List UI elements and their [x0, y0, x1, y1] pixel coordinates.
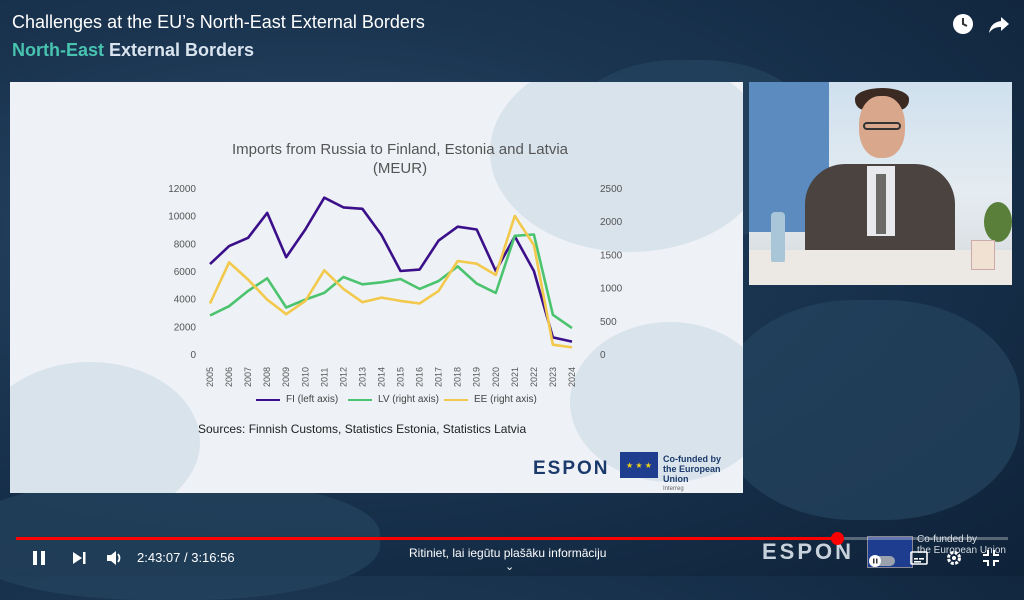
y-left-tick-label: 8000 — [174, 239, 197, 250]
subtitle: North-East External Borders — [12, 40, 254, 61]
next-video-icon[interactable] — [70, 549, 88, 567]
y-right-tick-label: 2000 — [600, 217, 623, 228]
chart-title: Imports from Russia to Finland, Estonia … — [150, 140, 650, 178]
y-right-tick-label: 2500 — [600, 184, 623, 195]
x-tick-label: 2018 — [453, 367, 463, 387]
progress-bar[interactable] — [16, 532, 1008, 545]
x-tick-label: 2008 — [262, 367, 272, 387]
time-display: 2:43:07 / 3:16:56 — [137, 550, 235, 565]
x-tick-label: 2006 — [224, 367, 234, 387]
plant — [984, 202, 1012, 242]
footer-cofund-line1: Co-funded by — [917, 534, 978, 545]
series-line-lv — [209, 233, 573, 330]
share-icon[interactable] — [987, 12, 1011, 36]
legend-item-lv: LV (right axis) — [348, 394, 439, 405]
legend-label-lv: LV (right axis) — [378, 394, 439, 405]
x-tick-label: 2023 — [548, 367, 558, 387]
chevron-down-icon[interactable]: ⌄ — [505, 561, 515, 573]
y-left-tick-label: 4000 — [174, 295, 197, 306]
legend-item-fi: FI (left axis) — [256, 394, 338, 405]
x-tick-label: 2005 — [205, 367, 215, 387]
eu-flag-icon: ★ ★ ★ — [620, 452, 658, 478]
cofund-line1: Co-funded by — [663, 454, 721, 464]
subtitle-accent: North-East — [12, 40, 105, 60]
x-tick-label: 2016 — [415, 367, 425, 387]
y-right-tick-label: 1000 — [600, 284, 623, 295]
legend-item-ee: EE (right axis) — [444, 394, 537, 405]
chart-sources: Sources: Finnish Customs, Statistics Est… — [198, 422, 527, 436]
presentation-slide: Imports from Russia to Finland, Estonia … — [10, 82, 743, 493]
cofund-text: Co-funded by the European Union Interreg — [663, 454, 743, 493]
line-chart: 1200010000800060004000200002500200015001… — [168, 184, 623, 387]
x-tick-label: 2022 — [529, 367, 539, 387]
video-title[interactable]: Challenges at the EU’s North-East Extern… — [12, 12, 425, 32]
water-bottle — [771, 212, 785, 262]
x-tick-label: 2013 — [357, 367, 367, 387]
y-left-tick-label: 2000 — [174, 322, 197, 333]
y-left-tick-label: 6000 — [174, 267, 197, 278]
exit-fullscreen-icon[interactable] — [982, 549, 1000, 567]
slide-map-shape — [490, 82, 743, 252]
x-tick-label: 2015 — [396, 367, 406, 387]
x-tick-label: 2019 — [472, 367, 482, 387]
watch-later-icon[interactable] — [951, 12, 975, 36]
subtitle-rest: External Borders — [104, 40, 255, 60]
y-left-tick-label: 10000 — [168, 212, 196, 223]
espon-logo: ESPON — [533, 458, 610, 479]
x-tick-label: 2017 — [434, 367, 444, 387]
speaker-glasses — [863, 122, 901, 130]
legend-swatch-fi — [256, 398, 280, 401]
water-glass — [971, 240, 995, 270]
legend-label-ee: EE (right axis) — [474, 394, 537, 405]
legend-label-fi: FI (left axis) — [286, 394, 339, 405]
speaker-tie — [876, 174, 886, 234]
x-tick-label: 2024 — [567, 367, 577, 387]
autoplay-toggle[interactable] — [868, 552, 896, 570]
volume-icon[interactable] — [105, 549, 125, 567]
y-right-tick-label: 0 — [600, 350, 606, 361]
y-right-tick-label: 1500 — [600, 250, 623, 261]
cofund-interreg: Interreg — [663, 486, 684, 492]
footer-cofund-text: Co-funded by the European Union — [917, 534, 1006, 556]
speaker-camera-feed — [749, 82, 1012, 285]
legend-swatch-ee — [444, 398, 468, 401]
chart-title-line1: Imports from Russia to Finland, Estonia … — [232, 141, 568, 158]
subtitles-icon[interactable] — [910, 549, 928, 567]
x-tick-label: 2012 — [338, 367, 348, 387]
desk — [749, 250, 1012, 285]
cofund-line2: the European Union — [663, 464, 721, 484]
x-tick-label: 2007 — [243, 367, 253, 387]
y-left-tick-label: 0 — [190, 350, 196, 361]
settings-gear-icon[interactable] — [945, 549, 963, 567]
x-tick-label: 2011 — [319, 368, 329, 387]
x-tick-label: 2014 — [376, 367, 386, 387]
x-tick-label: 2010 — [300, 367, 310, 387]
footer-cofund-line2: the European Union — [917, 545, 1006, 556]
progress-scrubber-handle[interactable] — [831, 532, 845, 545]
map-background — [0, 480, 380, 600]
x-tick-label: 2009 — [281, 367, 291, 387]
y-left-tick-label: 12000 — [168, 184, 196, 195]
chart-title-line2: (MEUR) — [372, 160, 428, 177]
legend-swatch-lv — [348, 398, 372, 401]
pause-icon[interactable] — [30, 549, 48, 567]
series-line-ee — [208, 214, 573, 349]
x-tick-label: 2021 — [510, 367, 520, 387]
map-background — [720, 300, 1020, 520]
x-tick-label: 2020 — [491, 367, 501, 387]
scroll-hint[interactable]: Ritiniet, lai iegūtu plašāku informāciju — [409, 546, 607, 560]
y-right-tick-label: 500 — [600, 317, 617, 328]
progress-played — [16, 537, 838, 540]
